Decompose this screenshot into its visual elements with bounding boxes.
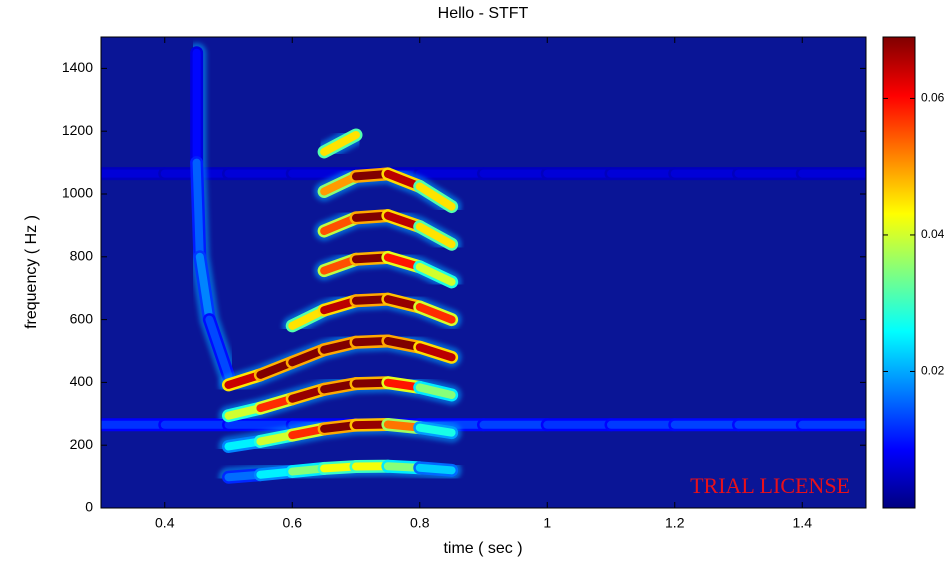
x-tick-label: 0.4: [155, 515, 175, 531]
colorbar-tick-label: 0.02: [921, 364, 945, 378]
colorbar-tick-label: 0.04: [921, 227, 945, 241]
x-tick-label: 1.2: [665, 515, 685, 531]
colorbar: [883, 37, 915, 508]
y-tick-label: 600: [70, 310, 94, 326]
y-tick-label: 1400: [62, 59, 93, 75]
y-tick-label: 1000: [62, 185, 93, 201]
ridge-segment: [420, 468, 452, 471]
x-tick-label: 1.4: [793, 515, 813, 531]
x-tick-label: 0.8: [410, 515, 430, 531]
ridge-segment: [420, 428, 452, 433]
x-tick-label: 0.6: [283, 515, 303, 531]
x-axis-label: time ( sec ): [443, 540, 522, 557]
plot-background: [101, 37, 866, 508]
colorbar-tick-label: 0.06: [921, 91, 945, 105]
y-tick-label: 400: [70, 373, 94, 389]
watermark: TRIAL LICENSE: [690, 473, 850, 498]
y-tick-label: 1200: [62, 122, 93, 138]
chart-title: Hello - STFT: [438, 5, 529, 22]
x-tick-label: 1: [543, 515, 551, 531]
y-tick-label: 200: [70, 436, 94, 452]
ridge-segment: [197, 163, 200, 257]
y-tick-label: 0: [85, 499, 93, 515]
plot-area: TRIAL LICENSE: [101, 37, 866, 508]
y-axis-label: frequency ( Hz ): [23, 215, 40, 329]
y-tick-label: 800: [70, 248, 94, 264]
